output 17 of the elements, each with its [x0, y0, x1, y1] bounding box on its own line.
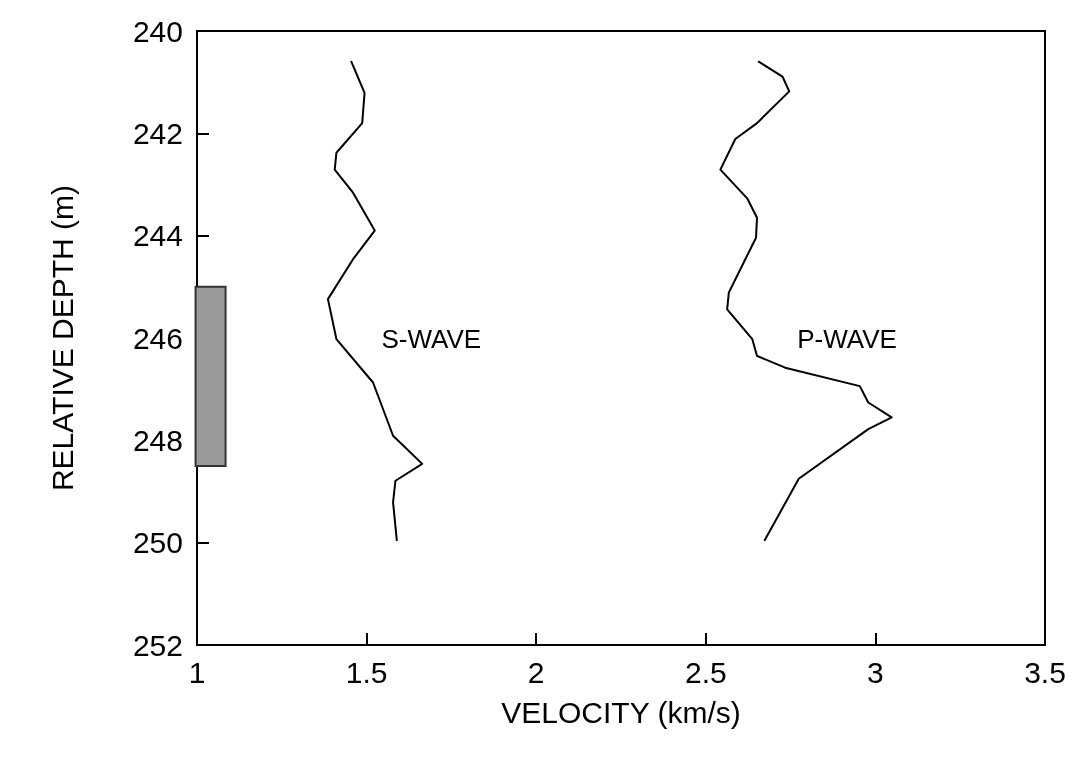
x-tick-label: 3 [867, 655, 884, 689]
y-tick-label: 250 [132, 526, 183, 560]
x-axis-title: VELOCITY (km/s) [501, 695, 741, 729]
x-tick-label: 2.5 [684, 655, 727, 689]
series-label: S-WAVE [381, 324, 482, 355]
y-tick-label: 242 [132, 116, 183, 150]
y-tick-label: 248 [132, 423, 183, 457]
y-tick-label: 244 [132, 219, 183, 253]
x-tick-label: 3.5 [1024, 655, 1066, 689]
y-tick-label: 246 [132, 321, 183, 355]
x-tick-label: 2 [527, 655, 545, 689]
y-tick-label: 252 [132, 628, 183, 662]
series-label: P-WAVE [797, 324, 897, 355]
x-tick-label: 1 [188, 655, 206, 689]
y-tick-label: 240 [132, 14, 183, 48]
y-axis-title: RELATIVE DEPTH (m) [45, 184, 79, 492]
x-tick-label: 1.5 [345, 655, 388, 689]
